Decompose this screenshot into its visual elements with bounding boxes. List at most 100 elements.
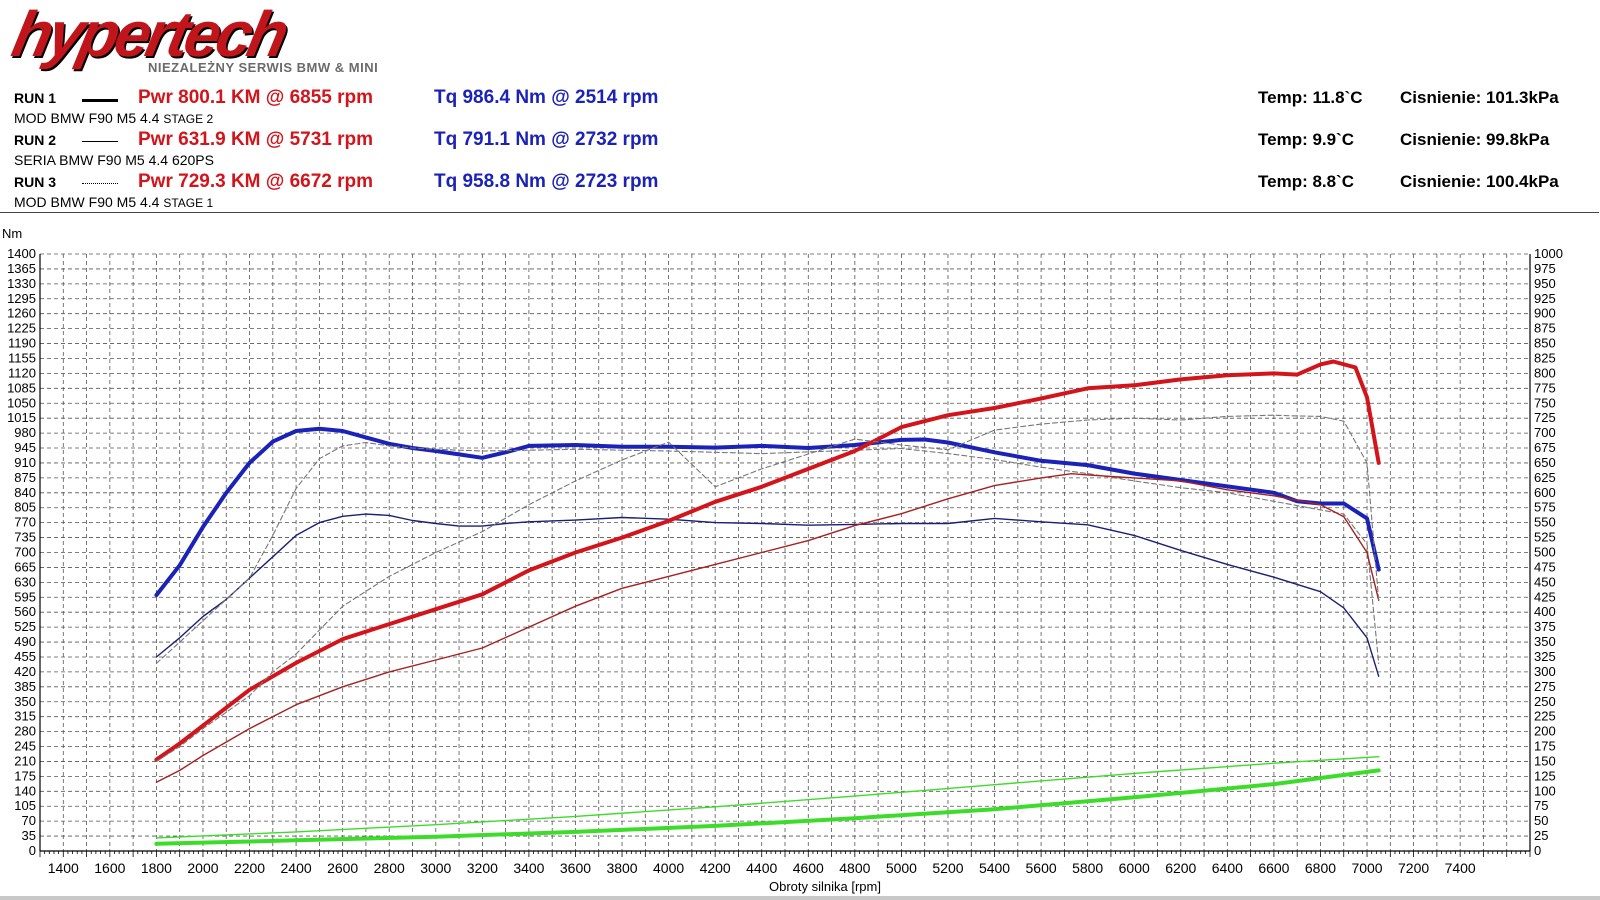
series-line-loss-solid-thick	[154, 768, 1381, 846]
run-pressure: Cisnienie: 100.4kPa	[1400, 172, 1559, 191]
left-axis-tick-label: 70	[22, 813, 36, 828]
run-torque-peak: Tq 791.1 Nm @ 2732 rpm	[434, 129, 659, 150]
left-axis-tick-label: 1015	[7, 410, 36, 425]
run-label: RUN 2	[14, 132, 57, 148]
left-axis-tick-label: 560	[14, 604, 36, 619]
hypertech-logo: hypertech NIEZALEŻNY SERWIS BMW & MINI	[6, 0, 414, 78]
left-axis-tick-label: 140	[14, 783, 36, 798]
left-axis-tick-label: 1295	[7, 291, 36, 306]
x-axis-tick-label: 5800	[1072, 860, 1103, 876]
x-axis-tick-label: 3400	[513, 860, 544, 876]
series-line-torque-solid-thin	[155, 513, 1380, 677]
run-label: RUN 1	[14, 90, 57, 106]
series-line-loss-solid-thin	[155, 756, 1380, 839]
run-power-peak: Pwr 800.1 KM @ 6855 rpm	[138, 87, 374, 108]
x-axis-tick-label: 1400	[48, 860, 79, 876]
x-axis-tick-label: 5400	[979, 860, 1010, 876]
left-axis-tick-label: 1050	[7, 395, 36, 410]
x-axis-tick-label: 6000	[1119, 860, 1150, 876]
x-axis-tick-label: 3800	[606, 860, 637, 876]
run-legend-1: RUN 1 MOD BMW F90 M5 4.4 STAGE 2 Pwr 800…	[14, 87, 1574, 130]
x-axis-tick-label: 7400	[1445, 860, 1476, 876]
right-axis-tick-label: 875	[1534, 321, 1556, 336]
run-power-peak: Pwr 631.9 KM @ 5731 rpm	[138, 129, 374, 150]
right-axis-tick-label: 475	[1534, 559, 1556, 574]
run-legend-2: RUN 2 SERIA BMW F90 M5 4.4 620PS Pwr 631…	[14, 129, 1574, 172]
left-axis-tick-label: 280	[14, 724, 36, 739]
left-axis-tick-label: 1190	[8, 336, 36, 351]
right-axis-tick-label: 0	[1534, 843, 1541, 858]
right-axis-tick-label: 75	[1534, 798, 1548, 813]
left-axis-tick-label: 910	[14, 455, 36, 470]
x-axis-tick-label: 2400	[281, 860, 312, 876]
right-axis-tick-label: 225	[1534, 709, 1556, 724]
x-axis-tick-label: 4200	[700, 860, 731, 876]
left-axis-tick-label: 35	[22, 828, 36, 843]
run-torque-peak: Tq 986.4 Nm @ 2514 rpm	[434, 87, 659, 108]
x-axis-tick-label: 7200	[1398, 860, 1429, 876]
run-temperature: Temp: 8.8`C	[1258, 172, 1355, 191]
x-axis-tick-label: 2200	[234, 860, 265, 876]
left-axis-tick-label: 665	[14, 559, 36, 574]
x-axis-tick-label: 2800	[374, 860, 405, 876]
right-axis-tick-label: 350	[1534, 634, 1556, 649]
x-axis-tick-label: 3000	[420, 860, 451, 876]
x-axis-tick-label: 5600	[1026, 860, 1057, 876]
right-axis-tick-label: 400	[1534, 604, 1556, 619]
left-axis-tick-label: 105	[14, 798, 36, 813]
x-axis-tick-label: 1800	[141, 860, 172, 876]
right-axis-tick-label: 500	[1534, 545, 1556, 560]
left-axis-tick-label: 630	[14, 574, 36, 589]
left-axis-tick-label: 210	[14, 753, 36, 768]
right-axis-tick-label: 125	[1534, 768, 1556, 783]
x-axis-tick-label: 6800	[1305, 860, 1336, 876]
left-axis-tick-label: 490	[14, 634, 36, 649]
x-axis-tick-label: 7000	[1351, 860, 1382, 876]
right-axis-tick-label: 750	[1534, 395, 1556, 410]
run-description: MOD BMW F90 M5 4.4 STAGE 1	[14, 194, 214, 210]
x-axis-tick-label: 3600	[560, 860, 591, 876]
x-axis-tick-label: 6600	[1258, 860, 1289, 876]
right-axis-tick-label: 450	[1534, 574, 1556, 589]
right-axis-tick-label: 100	[1534, 783, 1556, 798]
right-axis-tick-label: 650	[1534, 455, 1556, 470]
run-pressure: Cisnienie: 99.8kPa	[1400, 130, 1550, 149]
run-line-swatch	[82, 183, 118, 184]
left-axis-tick-label: 1155	[8, 350, 36, 365]
run-line-swatch	[82, 99, 118, 102]
run-temperature: Temp: 11.8`C	[1258, 88, 1363, 107]
bottom-strip	[0, 896, 1600, 900]
y-axis-label: Nm	[2, 226, 22, 241]
left-axis-tick-label: 175	[14, 768, 36, 783]
right-axis-tick-label: 550	[1534, 515, 1556, 530]
right-axis-tick-label: 25	[1534, 828, 1548, 843]
series-line-torque-solid-thick	[154, 426, 1381, 598]
left-axis-tick-label: 1120	[8, 365, 36, 380]
run-legend-3: RUN 3 MOD BMW F90 M5 4.4 STAGE 1 Pwr 729…	[14, 171, 1574, 214]
x-axis-tick-label: 2600	[327, 860, 358, 876]
x-axis-tick-label: 1600	[94, 860, 125, 876]
left-axis-tick-label: 700	[14, 545, 36, 560]
x-axis-tick-label: 5200	[932, 860, 963, 876]
series-line-power-solid-thin	[155, 473, 1380, 783]
left-axis-tick-label: 525	[14, 619, 36, 634]
x-axis-tick-label: 4400	[746, 860, 777, 876]
right-axis-tick-label: 725	[1534, 410, 1556, 425]
right-axis-tick-label: 175	[1534, 739, 1556, 754]
left-axis-tick-label: 735	[14, 530, 36, 545]
run-torque-peak: Tq 958.8 Nm @ 2723 rpm	[434, 171, 659, 192]
right-axis-tick-label: 600	[1534, 485, 1556, 500]
right-axis-tick-label: 375	[1534, 619, 1556, 634]
right-axis-tick-label: 325	[1534, 649, 1556, 664]
left-axis-tick-label: 1260	[7, 306, 36, 321]
right-axis-tick-label: 900	[1534, 306, 1556, 321]
x-axis-tick-label: 4800	[839, 860, 870, 876]
right-axis-tick-label: 50	[1534, 813, 1548, 828]
dyno-chart: 0357010514017521024528031535038542045549…	[2, 226, 1563, 894]
left-axis-tick-label: 805	[14, 500, 36, 515]
x-axis-tick-label: 3200	[467, 860, 498, 876]
right-axis-tick-label: 700	[1534, 425, 1556, 440]
x-axis-tick-label: 4600	[793, 860, 824, 876]
left-axis-tick-label: 420	[14, 664, 36, 679]
left-axis-tick-label: 1400	[7, 246, 36, 261]
